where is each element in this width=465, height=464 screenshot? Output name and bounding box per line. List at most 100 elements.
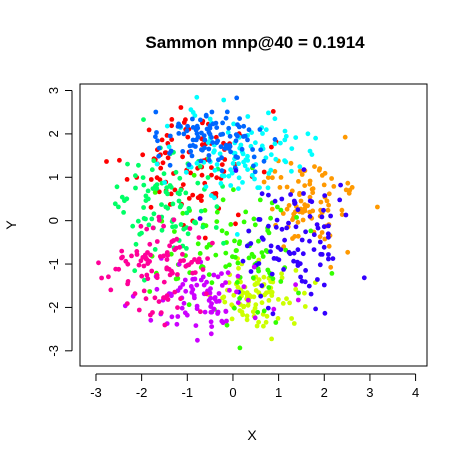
data-point xyxy=(183,117,188,122)
data-point xyxy=(209,324,214,329)
data-point xyxy=(276,297,281,302)
data-point xyxy=(194,128,199,133)
data-point xyxy=(213,253,218,258)
data-point xyxy=(161,224,166,229)
data-point xyxy=(279,271,284,276)
data-point xyxy=(228,167,233,172)
data-point xyxy=(261,237,266,242)
data-point xyxy=(235,122,240,127)
data-point xyxy=(195,260,200,265)
data-point xyxy=(274,225,279,230)
data-point xyxy=(147,289,152,294)
data-point xyxy=(225,110,230,115)
data-point xyxy=(154,130,159,135)
data-point xyxy=(133,186,138,191)
data-point xyxy=(302,183,307,188)
data-point xyxy=(228,144,233,149)
data-point xyxy=(258,147,263,152)
data-point xyxy=(215,204,220,209)
data-point xyxy=(236,300,241,305)
data-point xyxy=(195,161,200,166)
data-point xyxy=(266,185,271,190)
data-point xyxy=(226,270,231,275)
data-point xyxy=(178,259,183,264)
data-point xyxy=(170,224,175,229)
data-point xyxy=(273,137,278,142)
data-point xyxy=(237,116,242,121)
data-point xyxy=(287,203,292,208)
data-point xyxy=(312,164,317,169)
data-point xyxy=(245,154,250,159)
data-point xyxy=(271,311,276,316)
data-point xyxy=(163,150,168,155)
data-point xyxy=(214,140,219,145)
data-point xyxy=(157,299,162,304)
data-point xyxy=(183,191,188,196)
data-point xyxy=(266,111,271,116)
data-point xyxy=(219,271,224,276)
data-point xyxy=(236,213,241,218)
data-point xyxy=(172,217,177,222)
data-point xyxy=(237,175,242,180)
data-point xyxy=(318,234,323,239)
data-point xyxy=(208,123,213,128)
data-point xyxy=(344,213,349,218)
data-point xyxy=(296,220,301,225)
data-point xyxy=(231,161,236,166)
data-point xyxy=(209,135,214,140)
data-point xyxy=(329,176,334,181)
x-axis-label: X xyxy=(247,427,257,443)
data-point xyxy=(195,338,200,343)
data-point xyxy=(262,170,267,175)
x-tick-label: -1 xyxy=(182,385,194,400)
data-point xyxy=(234,138,239,143)
data-point xyxy=(175,305,180,310)
data-point xyxy=(311,186,316,191)
data-point xyxy=(201,225,206,230)
data-point xyxy=(322,283,327,288)
data-point xyxy=(140,152,145,157)
data-point xyxy=(157,218,162,223)
data-point xyxy=(187,196,192,201)
data-point xyxy=(313,307,318,312)
data-point xyxy=(162,280,167,285)
data-point xyxy=(296,207,301,212)
data-point xyxy=(322,245,327,250)
data-point xyxy=(219,181,224,186)
data-point xyxy=(292,321,297,326)
data-point xyxy=(243,210,248,215)
data-point xyxy=(258,127,263,132)
data-point xyxy=(330,271,335,276)
data-point xyxy=(204,184,209,189)
data-point xyxy=(326,257,331,262)
data-point xyxy=(147,223,152,228)
data-point xyxy=(284,226,289,231)
data-point xyxy=(245,317,250,322)
data-point xyxy=(234,168,239,173)
data-point xyxy=(157,146,162,151)
data-point xyxy=(210,241,215,246)
data-point xyxy=(180,252,185,257)
data-point xyxy=(208,117,213,122)
data-point xyxy=(180,149,185,154)
data-point xyxy=(322,224,327,229)
data-point xyxy=(308,149,313,154)
data-point xyxy=(192,173,197,178)
data-point xyxy=(253,140,258,145)
data-point xyxy=(199,194,204,199)
data-point xyxy=(99,276,104,281)
data-point xyxy=(308,229,313,234)
data-point xyxy=(318,252,323,257)
data-point xyxy=(106,274,111,279)
data-point xyxy=(155,138,160,143)
data-point xyxy=(195,304,200,309)
data-point xyxy=(319,200,324,205)
data-point xyxy=(310,209,315,214)
data-point xyxy=(261,324,266,329)
data-point xyxy=(167,243,172,248)
data-point xyxy=(170,314,175,319)
data-point xyxy=(141,117,146,122)
data-point xyxy=(147,242,152,247)
data-point xyxy=(296,263,301,268)
data-point xyxy=(187,162,192,167)
